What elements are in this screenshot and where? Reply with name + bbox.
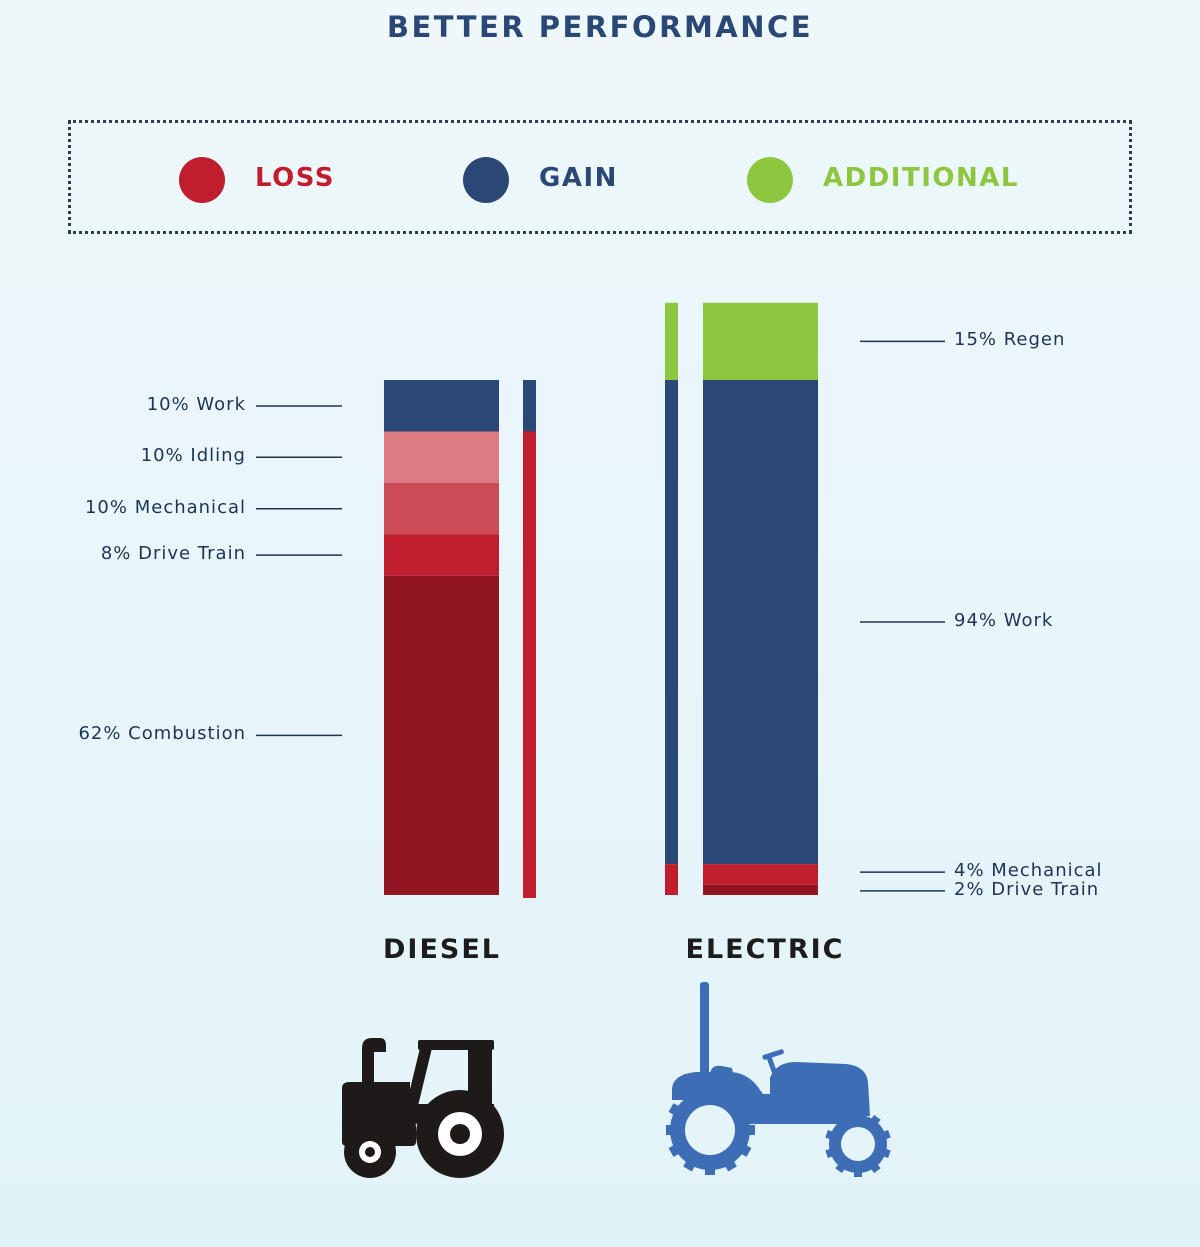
diesel-segment-10-mechanical <box>384 483 499 535</box>
electric-label-94-work: 94% Work <box>954 610 1054 632</box>
legend-swatch-gain <box>463 157 509 203</box>
diesel-label-62-combustion: 62% Combustion <box>78 723 246 745</box>
legend-label-additional: ADDITIONAL <box>823 163 1019 193</box>
electric-tractor-icon <box>666 982 891 1177</box>
diesel-label-10-work: 10% Work <box>146 394 246 415</box>
diesel-summary-loss <box>523 431 536 898</box>
electric-segment-15-regen <box>703 302 818 381</box>
diesel-segment-10-idling <box>384 431 499 483</box>
electric-label-2-drive-train: 2% Drive Train <box>954 878 1100 900</box>
electric-segment-4-mechanical <box>703 864 818 885</box>
diesel-segment-8-drive-train <box>384 534 499 576</box>
diesel-label-10-idling: 10% Idling <box>140 445 246 467</box>
diesel-label-10-mechanical: 10% Mechanical <box>84 496 246 518</box>
page-title: BETTER PERFORMANCE <box>386 10 814 44</box>
diesel-category-label: DIESEL <box>383 934 501 965</box>
electric-label-15-regen: 15% Regen <box>954 329 1066 351</box>
legend-label-loss: LOSS <box>255 163 336 193</box>
electric-summary-additional <box>665 302 678 381</box>
electric-segment-2-drive-train <box>703 884 818 895</box>
legend-swatch-loss <box>179 157 225 203</box>
legend: LOSS GAIN ADDITIONAL <box>68 120 1132 234</box>
electric-summary-loss <box>665 864 678 895</box>
legend-swatch-additional <box>747 157 793 203</box>
diesel-summary-gain <box>523 380 536 432</box>
electric-summary-gain <box>665 380 678 865</box>
electric-category-label: ELECTRIC <box>685 934 845 965</box>
legend-label-gain: GAIN <box>539 163 618 193</box>
electric-label-4-mechanical: 4% Mechanical <box>954 860 1103 882</box>
diesel-label-8-drive-train: 8% Drive Train <box>100 543 246 565</box>
diesel-segment-10-work <box>384 380 499 432</box>
diesel-segment-62-combustion <box>384 575 499 895</box>
electric-segment-94-work <box>703 380 818 865</box>
diesel-tractor-icon <box>342 1038 504 1178</box>
